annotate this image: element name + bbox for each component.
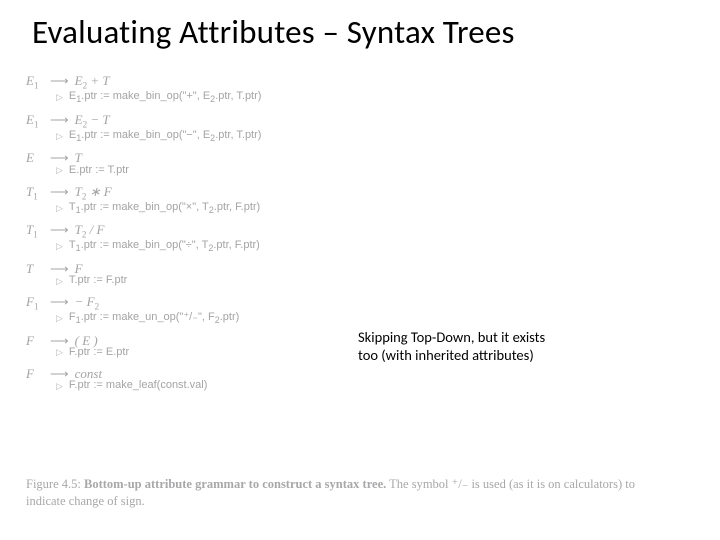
caption-rest1: The symbol xyxy=(389,477,452,491)
figure-caption: Figure 4.5: Bottom-up attribute grammar … xyxy=(26,476,666,510)
production: T1⟶T2 / F xyxy=(26,223,261,240)
grammar-rule: F⟶const▷F.ptr := make_leaf(const.val) xyxy=(26,367,261,392)
production: F1⟶− F2 xyxy=(26,295,261,312)
grammar-rules: E1⟶E2 + T▷E1.ptr := make_bin_op("+", E2.… xyxy=(26,74,261,394)
production: F⟶const xyxy=(26,367,261,381)
grammar-rule: E1⟶E2 − T▷E1.ptr := make_bin_op("−", E2.… xyxy=(26,113,261,144)
production: T⟶F xyxy=(26,262,261,276)
side-note: Skipping Top-Down, but it exists too (wi… xyxy=(358,328,568,364)
grammar-rule: E1⟶E2 + T▷E1.ptr := make_bin_op("+", E2.… xyxy=(26,74,261,105)
production: E1⟶E2 − T xyxy=(26,113,261,130)
grammar-rule: T1⟶T2 ∗ F▷T1.ptr := make_bin_op("×", T2.… xyxy=(26,185,261,216)
semantic-action: ▷F.ptr := E.ptr xyxy=(26,347,261,359)
production: T1⟶T2 ∗ F xyxy=(26,185,261,202)
production: E⟶T xyxy=(26,151,261,165)
caption-symbol: ⁺/₋ xyxy=(452,477,469,491)
semantic-action: ▷T1.ptr := make_bin_op("÷", T2.ptr, F.pt… xyxy=(26,240,261,254)
caption-bold: Bottom-up attribute grammar to construct… xyxy=(84,477,386,491)
grammar-rule: F⟶( E )▷F.ptr := E.ptr xyxy=(26,334,261,359)
semantic-action: ▷T1.ptr := make_bin_op("×", T2.ptr, F.pt… xyxy=(26,202,261,216)
semantic-action: ▷F1.ptr := make_un_op("⁺/₋", F2.ptr) xyxy=(26,312,261,326)
grammar-rule: T1⟶T2 / F▷T1.ptr := make_bin_op("÷", T2.… xyxy=(26,223,261,254)
semantic-action: ▷T.ptr := F.ptr xyxy=(26,275,261,287)
semantic-action: ▷E.ptr := T.ptr xyxy=(26,165,261,177)
caption-label: Figure 4.5: xyxy=(26,477,81,491)
semantic-action: ▷E1.ptr := make_bin_op("+", E2.ptr, T.pt… xyxy=(26,91,261,105)
grammar-rule: F1⟶− F2▷F1.ptr := make_un_op("⁺/₋", F2.p… xyxy=(26,295,261,326)
production: F⟶( E ) xyxy=(26,334,261,348)
grammar-rule: E⟶T▷E.ptr := T.ptr xyxy=(26,151,261,176)
grammar-rule: T⟶F▷T.ptr := F.ptr xyxy=(26,262,261,287)
semantic-action: ▷E1.ptr := make_bin_op("−", E2.ptr, T.pt… xyxy=(26,130,261,144)
production: E1⟶E2 + T xyxy=(26,74,261,91)
semantic-action: ▷F.ptr := make_leaf(const.val) xyxy=(26,380,261,392)
slide-title: Evaluating Attributes – Syntax Trees xyxy=(0,0,720,52)
